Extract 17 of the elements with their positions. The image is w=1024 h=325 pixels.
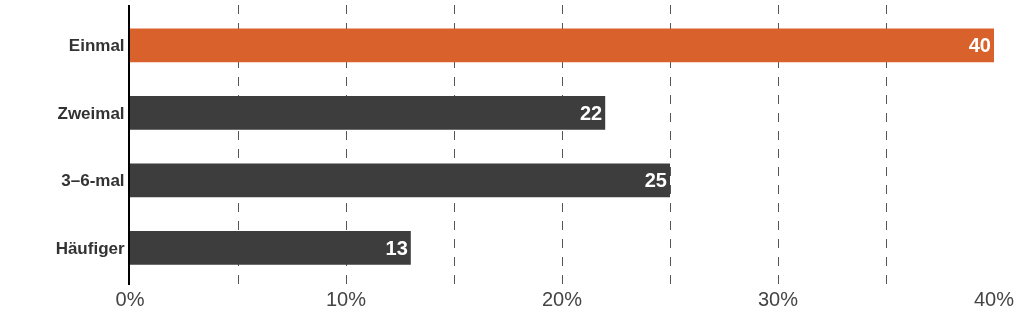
x-tick-label: 20% bbox=[541, 288, 583, 310]
data-label: 40 bbox=[968, 34, 991, 57]
x-tick-label: 10% bbox=[325, 288, 367, 310]
x-tick-label: 30% bbox=[757, 288, 799, 310]
y-tick-label: Einmal bbox=[68, 36, 125, 56]
bar bbox=[130, 96, 606, 130]
x-tick-label: 40% bbox=[973, 288, 1015, 310]
bar bbox=[130, 163, 670, 198]
y-tick-label: Zweimal bbox=[57, 103, 125, 123]
data-label: 22 bbox=[579, 101, 603, 124]
x-tick-label: 0% bbox=[115, 288, 145, 310]
y-tick-label: Häufiger bbox=[55, 238, 125, 258]
data-label: 25 bbox=[644, 169, 667, 192]
data-label: 13 bbox=[385, 236, 408, 259]
y-tick-label: 3–6-mal bbox=[61, 171, 125, 191]
bar bbox=[130, 231, 411, 265]
bar bbox=[130, 28, 994, 63]
